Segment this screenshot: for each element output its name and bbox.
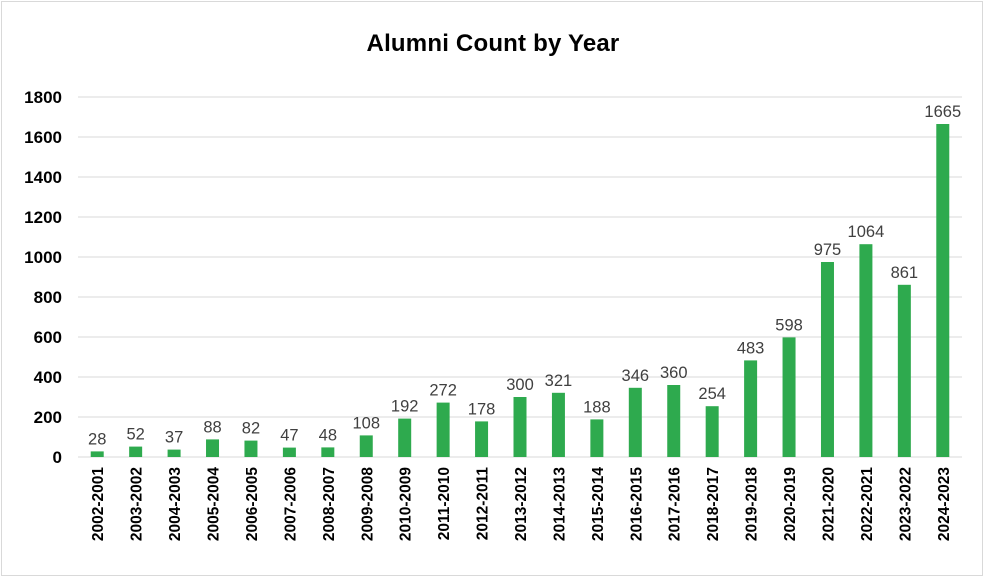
x-tick-label: 2009-2008 — [359, 467, 376, 542]
data-label: 254 — [698, 385, 726, 403]
x-tick-label: 2005-2004 — [206, 467, 223, 542]
y-tick-label: 400 — [34, 368, 62, 387]
data-label: 360 — [660, 364, 688, 382]
data-label: 300 — [506, 376, 534, 394]
x-tick-label: 2017-2016 — [667, 467, 684, 542]
x-tick-label: 2024-2023 — [936, 467, 953, 542]
x-tick-label: 2014-2013 — [551, 467, 568, 542]
y-tick-label: 1200 — [24, 208, 62, 227]
bar — [936, 124, 950, 457]
bar — [90, 451, 104, 457]
bar — [782, 337, 796, 457]
bar — [551, 392, 565, 457]
bar — [167, 449, 181, 457]
bar — [206, 439, 220, 457]
data-label: 483 — [737, 339, 765, 357]
gridlines — [78, 96, 962, 458]
bar — [667, 385, 681, 457]
bar — [705, 406, 719, 457]
data-label: 321 — [545, 372, 573, 390]
x-tick-label: 2002-2001 — [90, 467, 107, 542]
bar — [436, 402, 450, 457]
x-tick-label: 2007-2006 — [282, 467, 299, 542]
x-axis-tick-labels: 2002-2001 2003-2002 2004-2003 2005-2004 2006… — [90, 467, 953, 542]
bar — [359, 435, 373, 457]
bars — [90, 124, 950, 457]
bar — [628, 387, 642, 457]
data-label: 52 — [126, 426, 144, 444]
data-label: 108 — [352, 414, 380, 432]
bar — [129, 446, 143, 457]
data-label: 47 — [280, 427, 298, 445]
bar — [897, 284, 911, 457]
data-label: 272 — [429, 382, 457, 400]
y-axis-tick-labels: 0 200 400 600 800 1000 1200 1400 1600 1800 — [24, 88, 62, 467]
x-tick-label: 2015-2014 — [590, 467, 607, 542]
data-label: 37 — [165, 429, 183, 447]
x-tick-label: 2023-2022 — [897, 467, 914, 541]
data-label: 598 — [775, 316, 803, 334]
data-label: 178 — [468, 400, 496, 418]
bar — [475, 421, 489, 457]
data-label: 975 — [814, 241, 842, 259]
x-tick-label: 2008-2007 — [321, 467, 338, 541]
data-label: 88 — [203, 418, 221, 436]
y-tick-label: 1000 — [24, 248, 62, 267]
bar — [513, 397, 527, 457]
x-tick-label: 2020-2019 — [782, 467, 799, 542]
x-tick-label: 2016-2015 — [628, 467, 645, 542]
bar — [590, 419, 604, 457]
data-label: 1064 — [848, 223, 885, 241]
x-tick-label: 2012-2011 — [475, 467, 492, 541]
chart-title: Alumni Count by Year — [366, 30, 620, 57]
bar — [244, 440, 258, 457]
x-tick-label: 2010-2009 — [398, 467, 415, 542]
data-label: 48 — [319, 426, 337, 444]
data-label: 346 — [622, 367, 650, 385]
bar — [820, 262, 834, 457]
data-label: 1665 — [924, 103, 961, 121]
y-tick-label: 200 — [34, 408, 62, 427]
bar — [282, 447, 296, 457]
data-labels: 28 52 37 88 82 47 48 108 192 272 178 300 321 188 346 36… — [88, 103, 961, 448]
data-label: 192 — [391, 398, 419, 416]
bar — [398, 418, 412, 457]
y-tick-label: 800 — [34, 288, 62, 307]
data-label: 28 — [88, 430, 106, 448]
data-label: 188 — [583, 398, 611, 416]
bar — [859, 244, 873, 457]
bar — [744, 360, 758, 457]
x-tick-label: 2019-2018 — [744, 467, 761, 542]
data-label: 861 — [891, 264, 919, 282]
x-tick-label: 2011-2010 — [436, 467, 453, 540]
y-tick-label: 1400 — [24, 168, 62, 187]
y-tick-label: 0 — [53, 448, 62, 467]
x-tick-label: 2018-2017 — [705, 467, 722, 541]
x-tick-label: 2003-2002 — [129, 467, 146, 541]
x-tick-label: 2022-2021 — [859, 467, 876, 542]
data-label: 82 — [242, 420, 260, 438]
x-tick-label: 2021-2020 — [820, 467, 837, 541]
y-tick-label: 600 — [34, 328, 62, 347]
x-tick-label: 2004-2003 — [167, 467, 184, 542]
y-tick-label: 1800 — [24, 88, 62, 107]
x-tick-label: 2006-2005 — [244, 467, 261, 542]
y-tick-label: 1600 — [24, 128, 62, 147]
x-tick-label: 2013-2012 — [513, 467, 530, 541]
bar — [321, 447, 335, 457]
